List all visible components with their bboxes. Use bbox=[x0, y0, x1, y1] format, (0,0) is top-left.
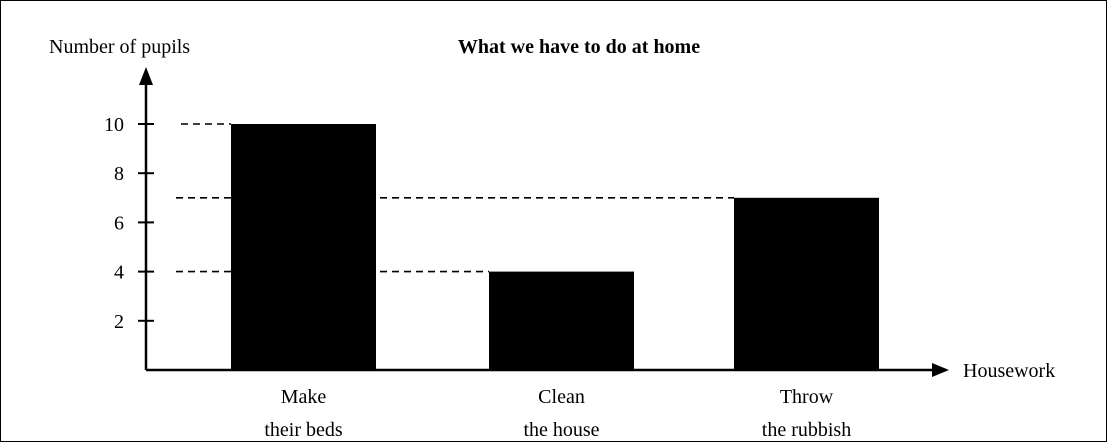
x-category-label: Throw bbox=[780, 386, 834, 408]
x-category-label: Make bbox=[281, 386, 327, 408]
bar-1 bbox=[231, 124, 376, 370]
y-axis-arrow-icon bbox=[139, 67, 153, 85]
bars bbox=[231, 124, 879, 370]
y-tick-label: 6 bbox=[114, 212, 124, 234]
y-tick-label: 10 bbox=[104, 114, 124, 136]
x-categories: Make their beds Clean the house Throw the rub… bbox=[264, 386, 851, 441]
y-tick-label: 8 bbox=[114, 163, 124, 185]
y-ticks: 2 4 6 8 10 bbox=[104, 114, 154, 333]
y-axis-label: Number of pupils bbox=[49, 36, 190, 58]
x-category-label: their beds bbox=[264, 419, 343, 441]
chart-title: What we have to do at home bbox=[458, 36, 700, 58]
bar-3 bbox=[734, 197, 879, 370]
y-tick-label: 2 bbox=[114, 311, 124, 333]
x-axis-arrow-icon bbox=[932, 363, 949, 377]
x-category-label: Clean bbox=[538, 386, 585, 408]
x-category-label: the rubbish bbox=[762, 419, 851, 441]
y-tick-label: 4 bbox=[114, 262, 124, 284]
x-axis-label: Housework bbox=[963, 360, 1055, 382]
bar-2 bbox=[489, 271, 634, 370]
x-category-label: the house bbox=[523, 419, 599, 441]
